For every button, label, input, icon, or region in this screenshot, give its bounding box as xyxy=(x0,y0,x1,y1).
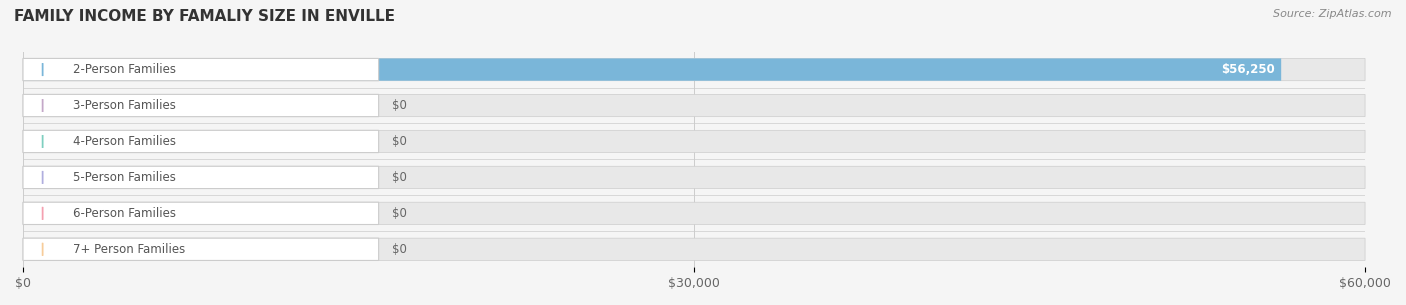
Text: 4-Person Families: 4-Person Families xyxy=(73,135,176,148)
Text: $0: $0 xyxy=(392,171,406,184)
Text: 5-Person Families: 5-Person Families xyxy=(73,171,176,184)
Text: Source: ZipAtlas.com: Source: ZipAtlas.com xyxy=(1274,9,1392,19)
FancyBboxPatch shape xyxy=(22,238,1365,260)
FancyBboxPatch shape xyxy=(22,59,1281,81)
FancyBboxPatch shape xyxy=(22,202,1365,224)
FancyBboxPatch shape xyxy=(22,166,378,188)
FancyBboxPatch shape xyxy=(22,202,378,224)
Text: FAMILY INCOME BY FAMALIY SIZE IN ENVILLE: FAMILY INCOME BY FAMALIY SIZE IN ENVILLE xyxy=(14,9,395,24)
FancyBboxPatch shape xyxy=(22,59,1365,81)
Text: 7+ Person Families: 7+ Person Families xyxy=(73,243,186,256)
Text: $56,250: $56,250 xyxy=(1220,63,1274,76)
FancyBboxPatch shape xyxy=(22,59,378,81)
Text: 6-Person Families: 6-Person Families xyxy=(73,207,176,220)
FancyBboxPatch shape xyxy=(22,130,378,152)
FancyBboxPatch shape xyxy=(22,238,378,260)
FancyBboxPatch shape xyxy=(22,94,1365,117)
Text: $0: $0 xyxy=(392,207,406,220)
Text: 2-Person Families: 2-Person Families xyxy=(73,63,176,76)
Text: $0: $0 xyxy=(392,243,406,256)
FancyBboxPatch shape xyxy=(22,94,378,117)
Text: $0: $0 xyxy=(392,99,406,112)
FancyBboxPatch shape xyxy=(22,166,1365,188)
FancyBboxPatch shape xyxy=(22,130,1365,152)
Text: 3-Person Families: 3-Person Families xyxy=(73,99,176,112)
Text: $0: $0 xyxy=(392,135,406,148)
